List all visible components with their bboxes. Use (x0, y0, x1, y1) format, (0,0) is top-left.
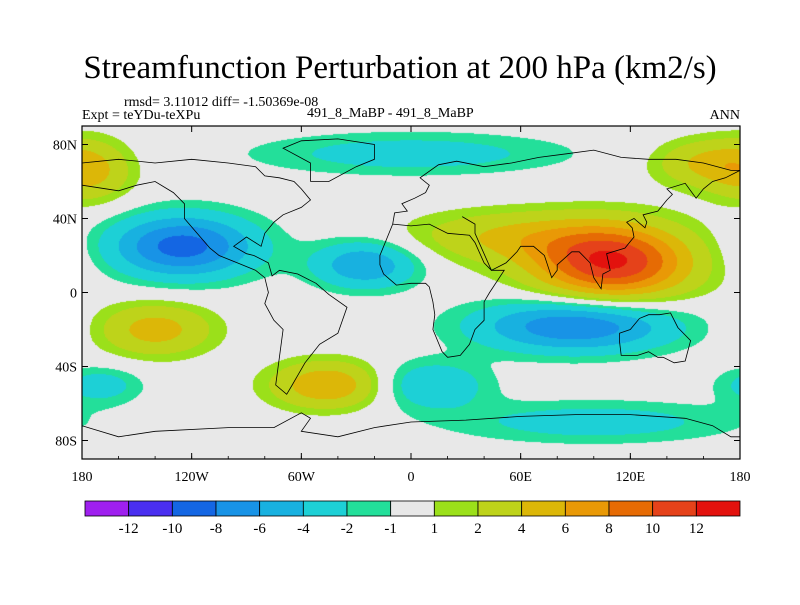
colorbar-box (390, 500, 435, 517)
x-tick-label: 60W (288, 470, 316, 485)
coastline-0 (82, 158, 348, 395)
coastline-2 (392, 149, 740, 225)
colorbar-box (477, 500, 523, 517)
coastline-3 (461, 170, 740, 290)
axis-ticks: 180 120W 60W 0 60E 120E 180 80N 40N 0 40S 80S (53, 126, 751, 485)
colorbar-label: -6 (253, 521, 266, 537)
colorbar-label: 8 (605, 521, 613, 537)
x-tick-label: 180 (72, 470, 93, 485)
y-tick-label: 40N (53, 213, 77, 228)
colorbar-box (259, 500, 304, 517)
colorbar-label: 10 (645, 521, 660, 537)
x-tick-label: 120E (616, 470, 646, 485)
y-tick-label: 80S (55, 435, 77, 450)
colorbar: -12 -10 -8 -6 -4 -2 -1 1 2 4 6 8 10 12 (84, 500, 741, 537)
colorbar-box (171, 500, 217, 517)
runs-label: 491_8_MaBP - 491_8_MaBP (307, 106, 474, 121)
colorbar-box (652, 500, 697, 517)
y-tick-label: 0 (70, 287, 77, 302)
rmsd-stats: rmsd= 3.11012 diff= -1.50369e-08 (124, 95, 319, 110)
colorbar-box (346, 500, 392, 517)
colorbar-box (608, 500, 654, 517)
colorbar-label: 1 (431, 521, 439, 537)
y-tick-label: 80N (53, 139, 77, 154)
colorbar-label: -1 (384, 521, 397, 537)
colorbar-label: 12 (689, 521, 704, 537)
colorbar-box (84, 500, 130, 517)
colorbar-box (215, 500, 261, 517)
experiment-label: Expt = teYDu-teXPu (82, 108, 201, 123)
x-tick-label: 120W (175, 470, 210, 485)
chart-title: Streamfunction Perturbation at 200 hPa (… (83, 50, 717, 86)
colorbar-box (695, 500, 741, 517)
x-tick-label: 60E (509, 470, 532, 485)
x-tick-label: 0 (408, 470, 415, 485)
streamfunction-field (82, 126, 740, 459)
coastline-4 (619, 312, 692, 364)
y-tick-label: 40S (55, 361, 77, 376)
colorbar-box (564, 500, 610, 517)
colorbar-label: -8 (210, 521, 223, 537)
coastline-5 (282, 138, 375, 182)
period-label: ANN (709, 108, 740, 123)
x-tick-label: 180 (730, 470, 751, 485)
colorbar-label: 2 (474, 521, 482, 537)
coastlines (82, 138, 740, 438)
colorbar-box (302, 500, 348, 517)
colorbar-box (128, 500, 173, 517)
colorbar-box (521, 500, 566, 517)
colorbar-label: -2 (341, 521, 354, 537)
coastline-6 (82, 412, 740, 438)
colorbar-box (433, 500, 479, 517)
coastline-1 (379, 223, 505, 358)
colorbar-label: -12 (119, 521, 139, 537)
colorbar-label: -4 (297, 521, 310, 537)
colorbar-label: -10 (162, 521, 182, 537)
colorbar-label: 6 (562, 521, 570, 537)
colorbar-label: 4 (518, 521, 526, 537)
